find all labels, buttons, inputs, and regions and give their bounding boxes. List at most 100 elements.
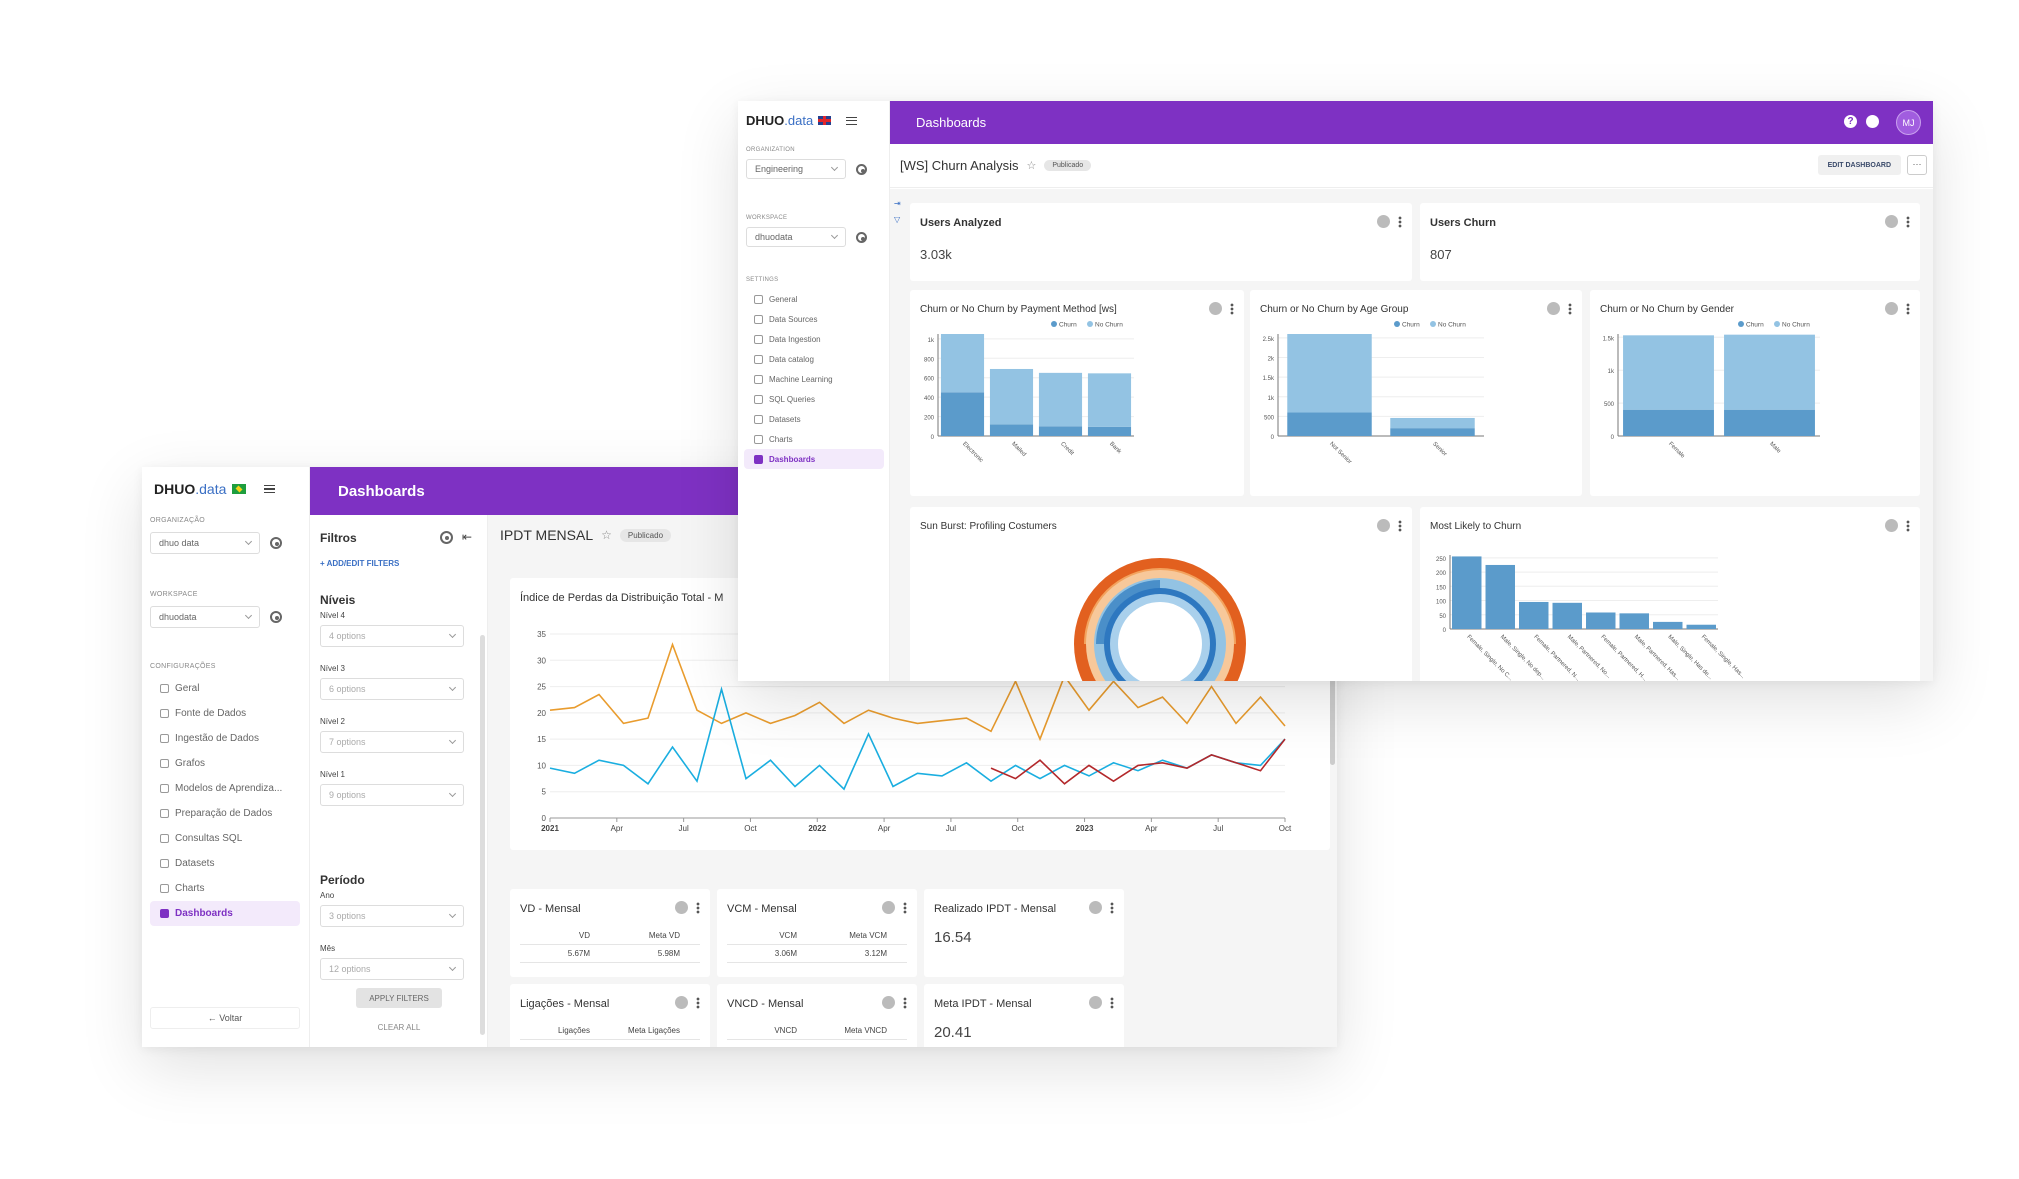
- sidebar-item[interactable]: Grafos: [150, 751, 300, 776]
- kpi-col-header[interactable]: VD: [578, 931, 590, 940]
- ws-gear-icon[interactable]: [270, 611, 282, 623]
- info-icon[interactable]: [1089, 901, 1102, 914]
- sidebar-item[interactable]: General: [744, 289, 884, 309]
- card-menu-icon[interactable]: [696, 901, 700, 914]
- sidebar-item[interactable]: Charts: [744, 429, 884, 449]
- brand-logo[interactable]: DHUO.data: [154, 481, 227, 497]
- info-icon[interactable]: [675, 901, 688, 914]
- filter-select[interactable]: 9 options: [320, 784, 464, 806]
- collapse-filters-icon[interactable]: ⇤: [462, 530, 473, 544]
- info-icon[interactable]: [1885, 519, 1898, 532]
- sidebar-item[interactable]: Modelos de Aprendiza...: [150, 776, 300, 801]
- expand-filter-icon[interactable]: ⇥: [894, 199, 901, 208]
- info-icon[interactable]: [882, 901, 895, 914]
- sidebar-item[interactable]: Charts: [150, 876, 300, 901]
- collapse-menu-icon[interactable]: [846, 116, 858, 125]
- org-gear-icon[interactable]: [270, 537, 282, 549]
- filter-field: Nível 2 7 options: [320, 717, 464, 753]
- org-select[interactable]: dhuo data: [150, 532, 260, 554]
- filter-select[interactable]: 6 options: [320, 678, 464, 700]
- org-gear-icon[interactable]: [856, 163, 867, 175]
- edit-dashboard-button[interactable]: EDIT DASHBOARD: [1817, 155, 1901, 175]
- sidebar-item[interactable]: Data Ingestion: [744, 329, 884, 349]
- y-tick-label: 5: [542, 788, 547, 797]
- favorite-star-icon[interactable]: ☆: [1026, 160, 1037, 172]
- info-icon[interactable]: [1547, 302, 1560, 315]
- card-menu-icon[interactable]: [1110, 996, 1114, 1009]
- ws-select[interactable]: dhuodata: [746, 227, 846, 247]
- card-menu-icon[interactable]: [1110, 901, 1114, 914]
- card-menu-icon[interactable]: [1398, 519, 1402, 532]
- y-tick-label: 2.5k: [1263, 337, 1275, 343]
- info-icon[interactable]: [1885, 302, 1898, 315]
- sidebar-item[interactable]: Datasets: [744, 409, 884, 429]
- sidebar-item[interactable]: Fonte de Dados: [150, 701, 300, 726]
- filter-select[interactable]: 4 options: [320, 625, 464, 647]
- info-icon[interactable]: [675, 996, 688, 1009]
- sidebar-item[interactable]: Machine Learning: [744, 369, 884, 389]
- kpi-col-header[interactable]: Meta VCM: [849, 931, 887, 940]
- apply-filters-button[interactable]: APPLY FILTERS: [356, 988, 442, 1008]
- filter-select[interactable]: 3 options: [320, 905, 464, 927]
- flag-uk-icon[interactable]: [818, 116, 832, 125]
- filters-settings-icon[interactable]: [440, 531, 453, 544]
- card-menu-icon[interactable]: [903, 901, 907, 914]
- sidebar-item[interactable]: SQL Queries: [744, 389, 884, 409]
- filter-funnel-icon[interactable]: ▽: [894, 215, 901, 224]
- sidebar-item[interactable]: Dashboards: [744, 449, 884, 469]
- bar-no-churn: [989, 368, 1034, 425]
- info-icon[interactable]: [1089, 996, 1102, 1009]
- flag-brazil-icon[interactable]: [232, 484, 247, 494]
- filter-select[interactable]: 7 options: [320, 731, 464, 753]
- sidebar-item[interactable]: Ingestão de Dados: [150, 726, 300, 751]
- card-menu-icon[interactable]: [1906, 302, 1910, 315]
- card-menu-icon[interactable]: [696, 996, 700, 1009]
- settings-icon[interactable]: [1866, 115, 1879, 128]
- card-menu-icon[interactable]: [1906, 519, 1910, 532]
- filter-field: Mês 12 options: [320, 944, 464, 980]
- kpi-col-header[interactable]: Meta Ligações: [627, 1026, 680, 1035]
- info-icon[interactable]: [1377, 215, 1390, 228]
- info-icon[interactable]: [1377, 519, 1390, 532]
- help-icon[interactable]: ?: [1844, 115, 1857, 128]
- sidebar-item[interactable]: Data catalog: [744, 349, 884, 369]
- card-menu-icon[interactable]: [1230, 302, 1234, 315]
- org-select[interactable]: Engineering: [746, 159, 846, 179]
- favorite-star-icon[interactable]: ☆: [601, 528, 612, 542]
- back-button[interactable]: ← Voltar: [150, 1007, 300, 1029]
- sidebar-item[interactable]: Datasets: [150, 851, 300, 876]
- payment-chart-card: Churn or No Churn by Payment Method [ws]…: [910, 290, 1244, 496]
- sidebar-item[interactable]: Dashboards: [150, 901, 300, 926]
- kpi-col-header[interactable]: VCM: [779, 931, 797, 940]
- user-avatar[interactable]: MJ: [1896, 110, 1921, 135]
- filters-scrollbar[interactable]: [480, 635, 485, 1035]
- gender-chart-card: Churn or No Churn by Gender 0 500 1k 1.5k Fe…: [1590, 290, 1920, 496]
- sidebar-item[interactable]: Data Sources: [744, 309, 884, 329]
- info-icon[interactable]: [1209, 302, 1222, 315]
- kpi-col-header[interactable]: VNCD: [774, 1026, 797, 1035]
- sidebar-item[interactable]: Preparação de Dados: [150, 801, 300, 826]
- kpi-col-header[interactable]: Ligações: [557, 1026, 590, 1035]
- ws-select[interactable]: dhuodata: [150, 606, 260, 628]
- chevron-down-icon: [448, 683, 457, 692]
- kpi-col-header[interactable]: Meta VD: [648, 931, 680, 940]
- filter-select[interactable]: 12 options: [320, 958, 464, 980]
- sidebar-item[interactable]: Consultas SQL: [150, 826, 300, 851]
- card-menu-icon[interactable]: [1906, 215, 1910, 228]
- kpi-table: Ligações Meta Ligações: [520, 1022, 700, 1040]
- info-icon[interactable]: [1885, 215, 1898, 228]
- info-icon[interactable]: [882, 996, 895, 1009]
- kpi-col-header[interactable]: Meta VNCD: [844, 1026, 887, 1035]
- card-menu-icon[interactable]: [1398, 215, 1402, 228]
- sidebar-item[interactable]: Geral: [150, 676, 300, 701]
- add-edit-filters-link[interactable]: + ADD/EDIT FILTERS: [320, 559, 400, 568]
- card-menu-icon[interactable]: [1568, 302, 1572, 315]
- nav-icon: [160, 909, 169, 918]
- card-menu-icon[interactable]: [903, 996, 907, 1009]
- ws-gear-icon[interactable]: [856, 231, 867, 243]
- brand-logo[interactable]: DHUO.data: [746, 113, 814, 128]
- collapse-menu-icon[interactable]: [264, 485, 276, 493]
- more-options-button[interactable]: ···: [1907, 155, 1927, 175]
- payment-bar-chart: 0 200 400 600 800 1k Electronic Mailed Credit Ban…: [924, 321, 1134, 464]
- clear-all-link[interactable]: CLEAR ALL: [377, 1023, 421, 1032]
